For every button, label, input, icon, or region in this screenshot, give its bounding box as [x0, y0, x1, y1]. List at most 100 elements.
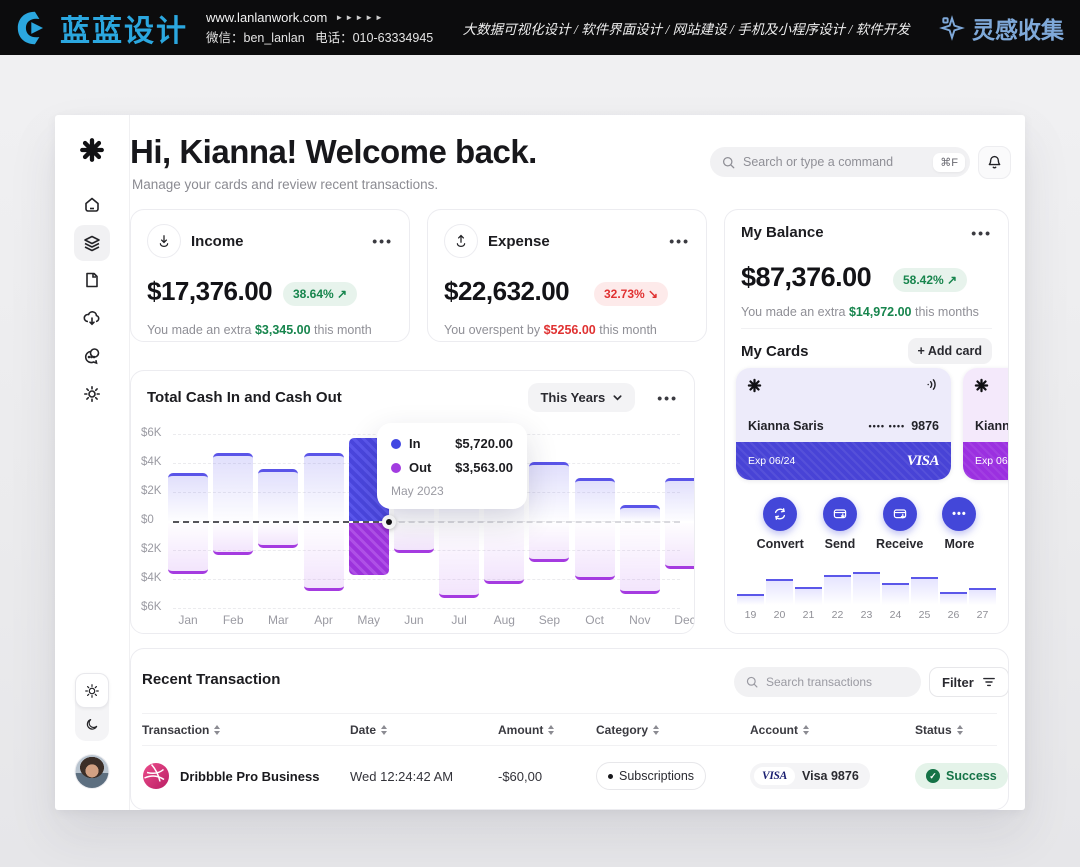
sidebar-item-messages[interactable]: [74, 338, 110, 374]
sidebar-item-cloud[interactable]: [74, 300, 110, 336]
bar-out-jun[interactable]: [393, 523, 434, 554]
income-card: Income ••• $17,376.00 38.64% ↗ You made …: [130, 209, 410, 342]
mini-bar-day-22[interactable]: [824, 575, 851, 605]
balance-delta-badge: 58.42% ↗: [893, 268, 968, 292]
convert-button[interactable]: Convert: [757, 497, 804, 551]
x-axis-label: May: [357, 613, 381, 627]
sidebar-item-documents[interactable]: [74, 262, 110, 298]
sort-icon: [803, 724, 809, 735]
col-transaction[interactable]: Transaction: [142, 723, 350, 737]
bar-in-jan[interactable]: [168, 473, 208, 521]
col-status[interactable]: Status: [915, 723, 997, 737]
bar-out-sep[interactable]: [529, 523, 570, 563]
mini-bar-day-19[interactable]: [737, 594, 764, 605]
promo-banner: 蓝蓝设计 www.lanlanwork.com ►►►►► 微信：ben_lanl…: [0, 0, 1080, 55]
filter-button[interactable]: Filter: [929, 667, 1008, 697]
bar-in-dec[interactable]: [664, 477, 694, 521]
bar-in-sep[interactable]: [529, 461, 570, 521]
table-row[interactable]: Dribbble Pro Business Wed 12:24:42 AM -$…: [142, 746, 1008, 806]
bar-out-oct[interactable]: [574, 523, 615, 580]
credit-card-2[interactable]: Kianna Saris Exp 06/24: [963, 368, 1008, 480]
light-mode-button[interactable]: [75, 673, 109, 708]
transaction-status-cell: ✓ Success: [915, 763, 1008, 789]
mini-bar-day-25[interactable]: [911, 577, 938, 605]
bar-out-jan[interactable]: [168, 523, 208, 574]
period-selector[interactable]: This Years: [528, 383, 636, 412]
search-icon: [746, 676, 758, 688]
bar-in-nov[interactable]: [619, 505, 660, 521]
income-menu-button[interactable]: •••: [372, 233, 393, 249]
selected-point-marker[interactable]: [381, 515, 396, 529]
expense-menu-button[interactable]: •••: [669, 233, 690, 249]
card1-number: •••• •••• 9876: [868, 419, 939, 433]
notifications-button[interactable]: [978, 146, 1011, 179]
col-category[interactable]: Category: [596, 723, 750, 737]
home-icon: [85, 197, 99, 212]
sun-icon: [85, 683, 99, 698]
sidebar-item-dashboard[interactable]: [74, 225, 110, 261]
bar-out-feb[interactable]: [213, 523, 254, 555]
user-avatar[interactable]: [75, 755, 109, 788]
income-amount: $17,376.00: [147, 276, 273, 306]
more-button[interactable]: ••• More: [942, 497, 977, 551]
card1-holder: Kianna Saris: [748, 419, 824, 433]
bar-out-dec[interactable]: [664, 523, 694, 570]
bell-icon: [988, 155, 1001, 169]
mini-bar-day-20[interactable]: [766, 579, 793, 605]
bar-in-feb[interactable]: [213, 452, 254, 521]
transactions-search-input[interactable]: [766, 675, 910, 689]
send-button[interactable]: Send: [822, 497, 857, 551]
search-input[interactable]: [743, 155, 927, 169]
sidebar-item-settings[interactable]: [74, 376, 110, 412]
col-amount[interactable]: Amount: [498, 723, 596, 737]
x-axis-label: Feb: [222, 613, 244, 627]
more-icon: •••: [942, 497, 977, 531]
bar-in-mar[interactable]: [258, 468, 299, 521]
x-axis-label: Jul: [451, 613, 467, 627]
bar-out-aug[interactable]: [484, 523, 525, 584]
mini-bar-day-21[interactable]: [795, 587, 822, 605]
sidebar-item-home[interactable]: [74, 187, 110, 223]
banner-contact: www.lanlanwork.com ►►►►► 微信：ben_lanlan 电话…: [206, 10, 433, 46]
bar-in-oct[interactable]: [574, 477, 615, 521]
transaction-account-cell: VISA Visa 9876: [750, 763, 915, 789]
global-search[interactable]: ⌘F: [710, 147, 970, 177]
balance-mini-chart-labels: 19 20 21 22 23 24 25 26 27: [737, 609, 996, 621]
mini-bar-day-24[interactable]: [882, 583, 909, 605]
x-axis-label: Dec: [674, 613, 695, 627]
transactions-search[interactable]: [734, 667, 921, 697]
mini-chart-day-label: 21: [802, 609, 815, 621]
mini-bar-day-23[interactable]: [853, 572, 880, 605]
cashflow-title: Total Cash In and Cash Out: [147, 389, 342, 406]
mini-chart-day-label: 24: [889, 609, 902, 621]
convert-icon: [775, 508, 786, 520]
balance-menu-button[interactable]: •••: [971, 224, 992, 241]
card-logo-asterisk-icon: [747, 378, 762, 393]
dribbble-icon: [143, 763, 169, 789]
bar-out-mar[interactable]: [258, 523, 299, 548]
bar-out-nov[interactable]: [619, 523, 660, 595]
mini-bar-day-26[interactable]: [940, 592, 967, 605]
x-axis-label: Sep: [538, 613, 561, 627]
app-logo-asterisk-icon: [74, 132, 110, 168]
sort-icon: [381, 724, 388, 735]
credit-card-1[interactable]: Kianna Saris •••• •••• 9876 Exp 06/24 VIS…: [736, 368, 951, 480]
add-card-button[interactable]: + Add card: [907, 338, 992, 364]
mini-bar-day-27[interactable]: [969, 588, 996, 605]
theme-toggle[interactable]: [75, 673, 109, 741]
receive-button[interactable]: Receive: [876, 497, 923, 551]
x-axis-label: Jan: [178, 613, 198, 627]
bar-out-may[interactable]: [348, 523, 389, 575]
col-date[interactable]: Date: [350, 723, 498, 737]
transaction-name-cell: Dribbble Pro Business: [142, 762, 350, 790]
cashflow-menu-button[interactable]: •••: [657, 389, 678, 406]
transactions-card: Recent Transaction Filter Transaction Da…: [130, 648, 1009, 810]
col-account[interactable]: Account: [750, 723, 915, 737]
bar-in-apr[interactable]: [303, 452, 344, 521]
x-axis-label: Oct: [585, 613, 604, 627]
bar-out-apr[interactable]: [303, 523, 344, 592]
bar-out-jul[interactable]: [439, 523, 480, 599]
x-axis-label: Nov: [629, 613, 651, 627]
inspiration-collect[interactable]: 灵感收集: [939, 11, 1064, 45]
dark-mode-button[interactable]: [75, 708, 109, 741]
